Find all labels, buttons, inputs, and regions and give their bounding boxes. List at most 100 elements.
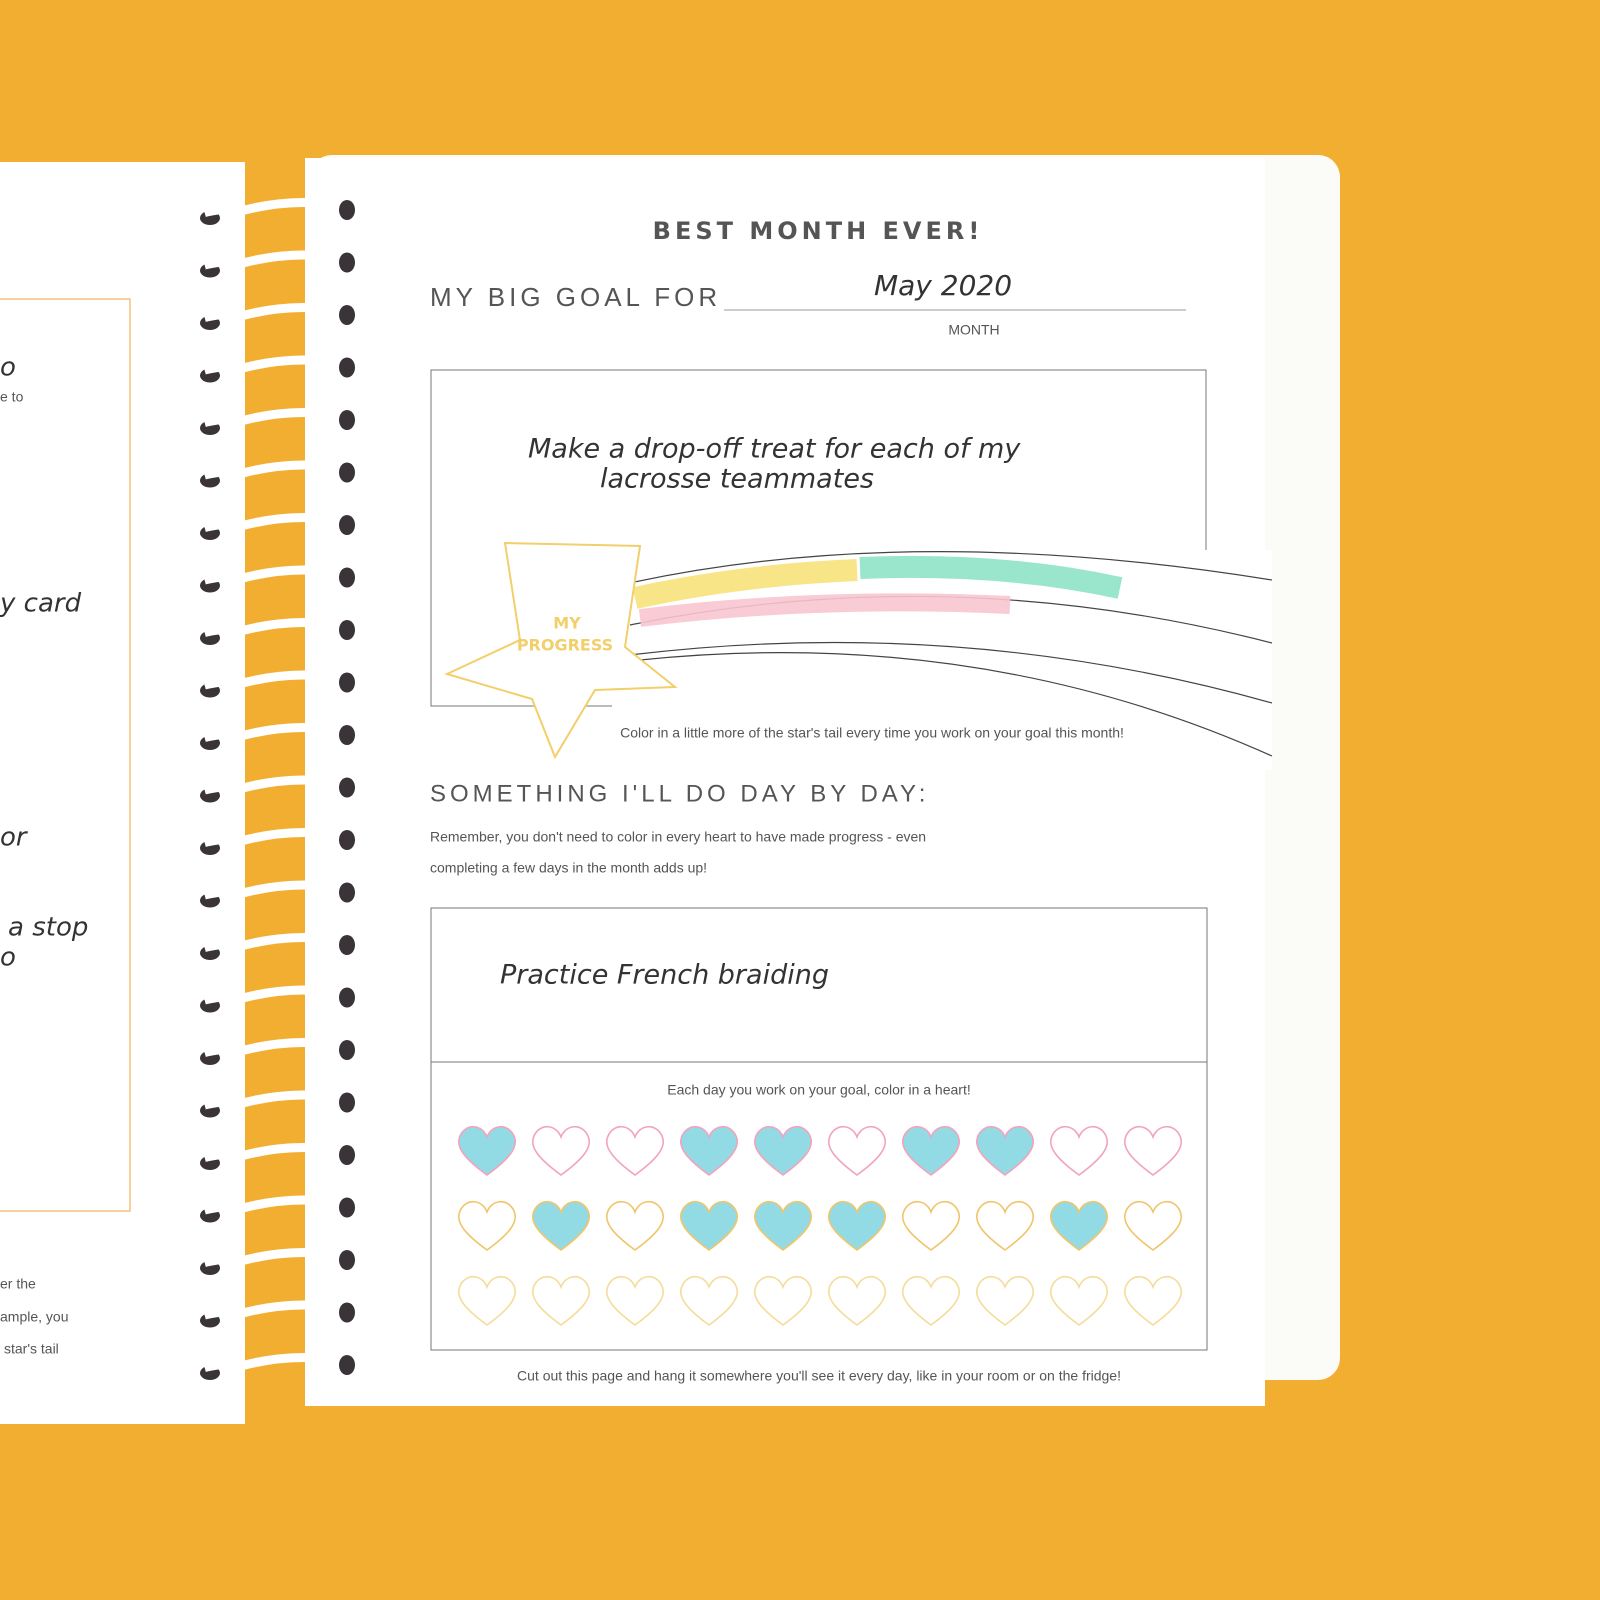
marker (632, 559, 858, 609)
title: BEST MONTH EVER! (653, 217, 984, 245)
daily-heading: SOMETHING I'LL DO DAY BY DAY: (430, 780, 929, 807)
heart (606, 1200, 664, 1251)
coil (204, 522, 246, 532)
coil (204, 574, 246, 585)
month-label: MONTH (948, 322, 999, 338)
heart (458, 1125, 516, 1176)
goal-text: lacrosse teammates (600, 464, 874, 495)
coil (204, 1204, 246, 1215)
heart (458, 1275, 516, 1326)
coil (209, 460, 354, 483)
heart (902, 1275, 960, 1326)
coil (209, 565, 354, 588)
heart (1124, 1125, 1182, 1176)
coil (204, 1362, 246, 1372)
heart (1050, 1200, 1108, 1251)
tail-line (629, 641, 1273, 704)
coil-hole (339, 725, 355, 745)
left-fragment: ample, you (0, 1309, 68, 1325)
heart (902, 1200, 960, 1251)
coil-hole (339, 882, 355, 903)
coil (204, 1152, 246, 1162)
heart (532, 1125, 590, 1176)
heart (606, 1275, 664, 1326)
coil (204, 679, 246, 690)
coil-hole (339, 462, 355, 483)
heart (680, 1125, 738, 1176)
coil (204, 627, 246, 637)
coil (204, 1309, 246, 1320)
coil (209, 775, 354, 798)
coil (204, 994, 246, 1005)
coil (204, 1257, 246, 1267)
left-fragment: a stop (8, 913, 88, 943)
coil (209, 407, 354, 431)
coil (209, 1037, 354, 1061)
heart (1050, 1125, 1108, 1176)
coil (209, 617, 354, 641)
tail-line (639, 652, 1273, 757)
coil-hole (339, 1302, 355, 1323)
heart (532, 1275, 590, 1326)
coil (209, 1090, 354, 1113)
right-page (305, 158, 1265, 1406)
coil (204, 417, 246, 427)
coil-hole (339, 1355, 355, 1375)
coil-hole (339, 305, 355, 325)
coil (209, 1352, 354, 1376)
coil (204, 732, 246, 742)
coil-hole (339, 410, 355, 430)
heart (976, 1125, 1034, 1176)
left-fragment: or (0, 823, 29, 853)
coil-hole (339, 200, 355, 220)
heart (458, 1200, 516, 1251)
heart (828, 1200, 886, 1251)
heart (754, 1125, 812, 1176)
month: May 2020 (874, 269, 1012, 302)
heart (1050, 1275, 1108, 1326)
heart (680, 1200, 738, 1251)
note: Remember, you don't need to color in eve… (430, 829, 926, 845)
star-label: PROGRESS (517, 636, 613, 655)
coil-hole (339, 777, 355, 798)
coil-hole (339, 1040, 355, 1060)
left-fragment: o (0, 353, 16, 383)
left-fragment: er the (0, 1276, 36, 1292)
goal-text: Make a drop-off treat for each of my (528, 434, 1021, 465)
goal-label: MY BIG GOAL FOR (430, 282, 721, 312)
coil (204, 942, 246, 952)
instruction: Each day you work on your goal, color in… (667, 1082, 971, 1098)
marker (638, 593, 1011, 627)
left-fragment: e to (0, 389, 24, 405)
coil (209, 932, 354, 956)
coil (209, 1247, 354, 1271)
coil-hole (339, 1092, 355, 1113)
coil (204, 259, 246, 270)
coil (209, 880, 354, 903)
coil (209, 197, 354, 221)
heart (1124, 1200, 1182, 1251)
heart (976, 1200, 1034, 1251)
coil (204, 889, 246, 900)
coil-hole (339, 1145, 355, 1165)
coil (209, 1300, 354, 1323)
coil-hole (339, 672, 355, 693)
heart (976, 1275, 1034, 1326)
daily-box (430, 907, 1208, 1351)
coil-hole (339, 252, 355, 273)
coil (209, 670, 354, 693)
coil (209, 355, 354, 378)
heart (828, 1125, 886, 1176)
coil (204, 1047, 246, 1057)
coil (204, 207, 246, 217)
heart (754, 1200, 812, 1251)
left-fragment: o (0, 943, 16, 973)
coil-hole (339, 620, 355, 640)
tail-line (611, 551, 1273, 588)
coil (204, 837, 246, 847)
marker (859, 555, 1123, 599)
coil (204, 364, 246, 375)
coil-hole (339, 567, 355, 588)
coil-hole (339, 1250, 355, 1270)
